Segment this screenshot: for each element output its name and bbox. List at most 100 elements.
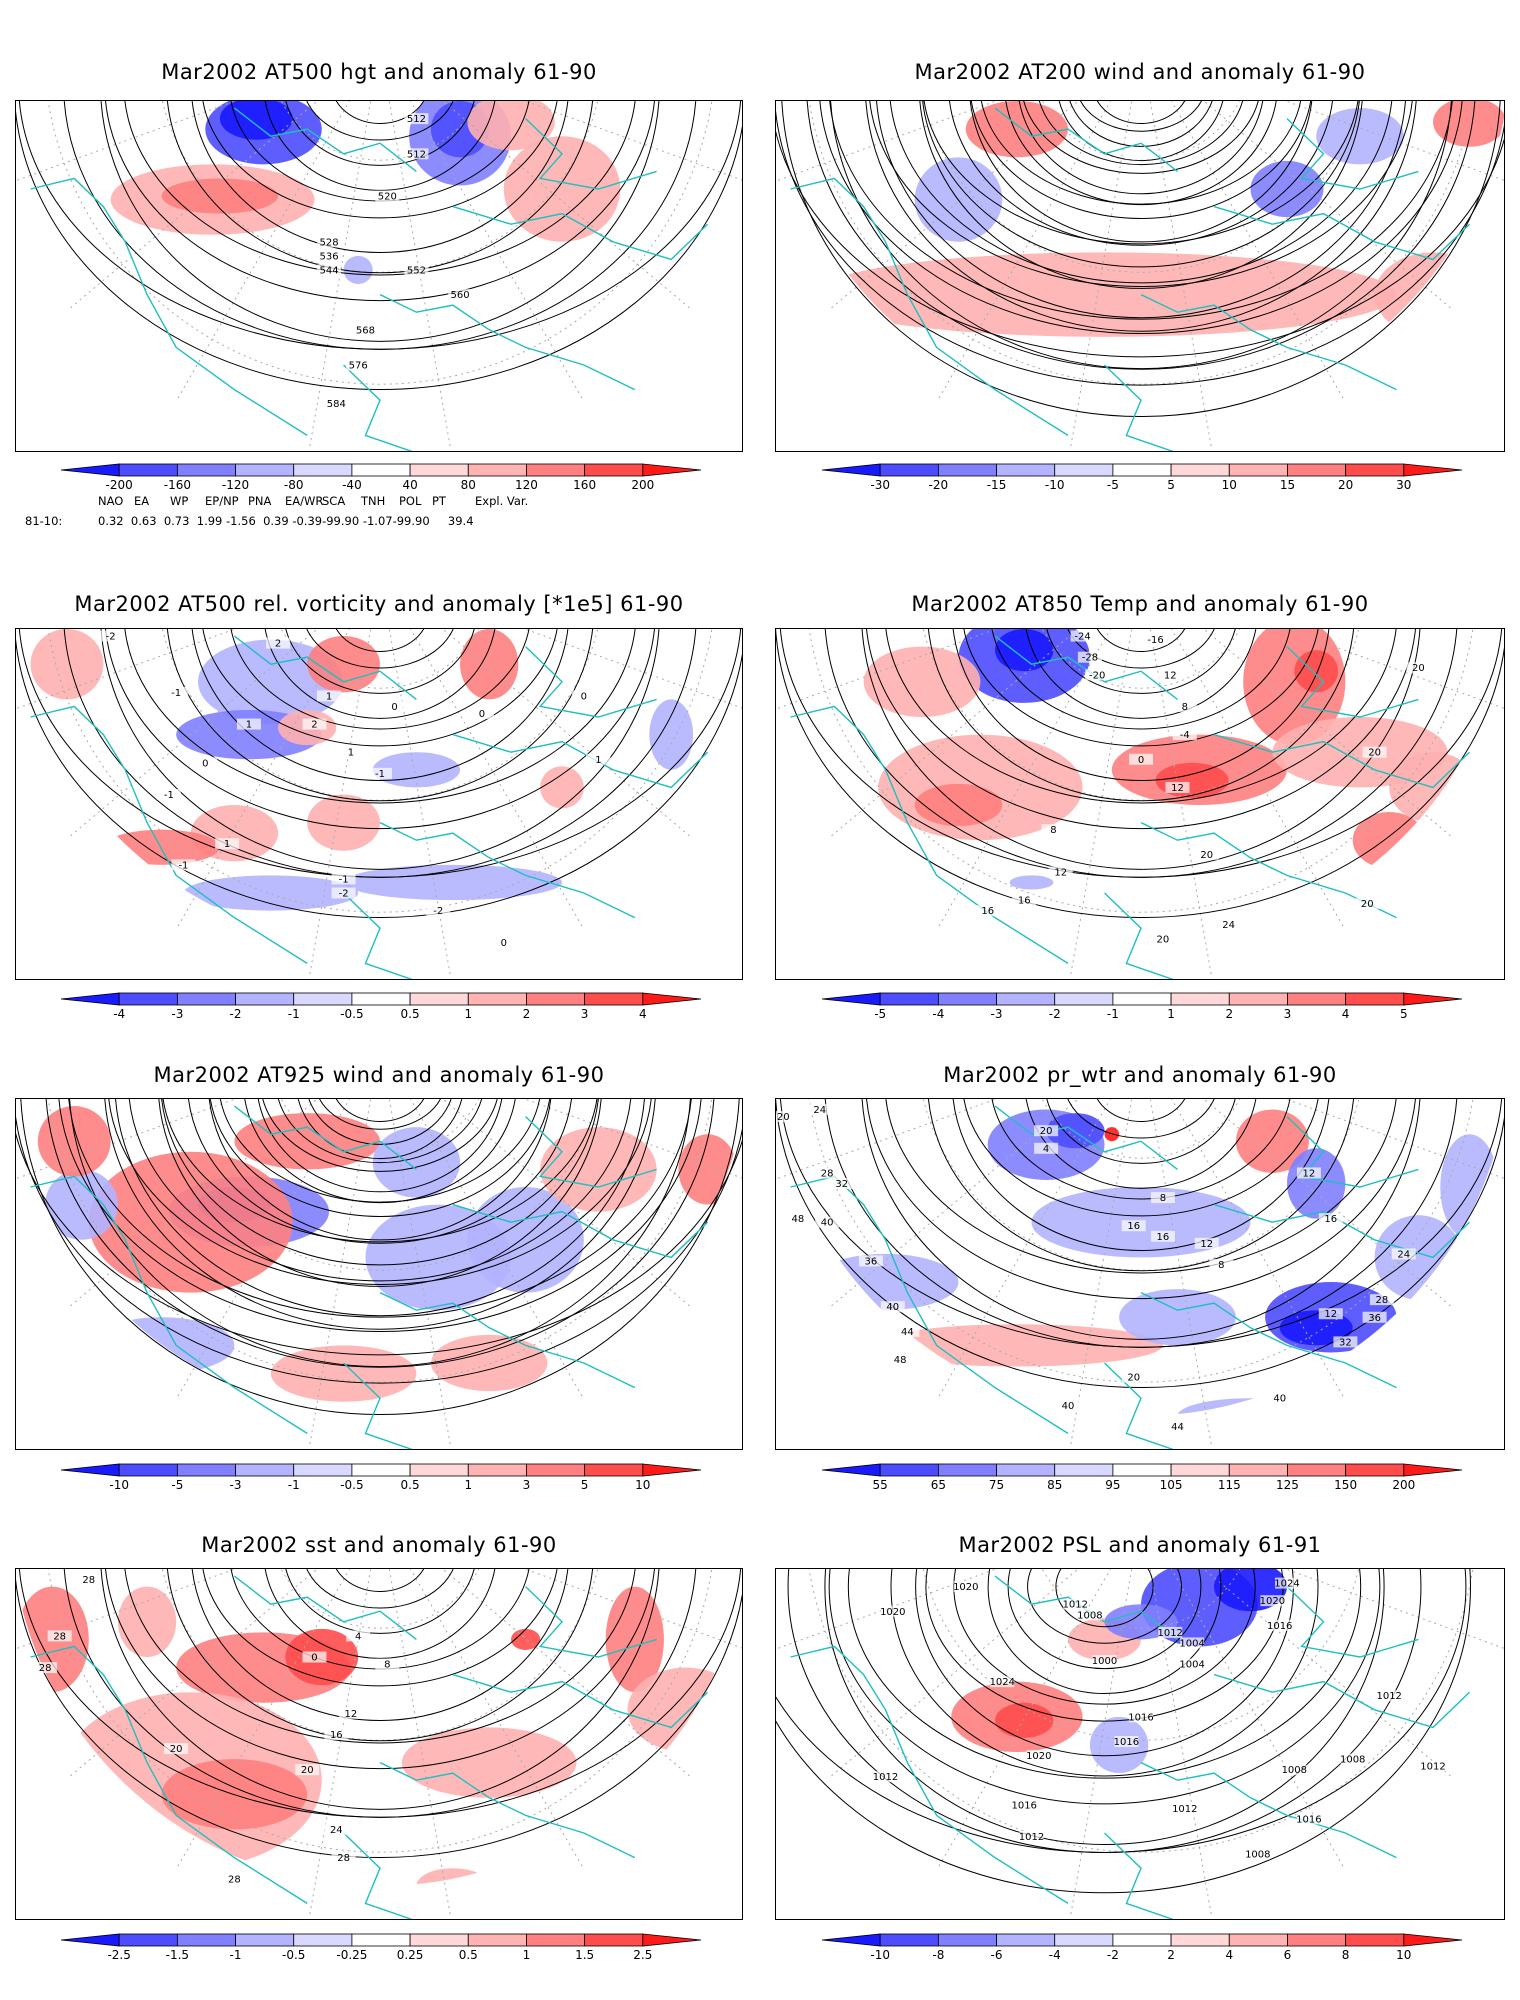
- contour-label-bg: [1121, 1220, 1146, 1232]
- anomaly-shade: [863, 646, 981, 717]
- contour-label: -1: [171, 688, 181, 699]
- contour-label-bg: [1296, 1167, 1321, 1179]
- contour-label-bg: [426, 905, 451, 917]
- colorbar-segment: [1170, 992, 1230, 1006]
- hemisphere-mask: [16, 101, 742, 451]
- contour-label-bg: [1056, 1399, 1080, 1411]
- contour-line: [987, 1569, 1222, 1695]
- contour-label-bg: [266, 637, 291, 649]
- colorbar-tick-label: -15: [986, 478, 1007, 492]
- colorbar-segment: [293, 992, 353, 1006]
- contour-line: [1055, 1569, 1154, 1628]
- contour-label-bg: [1172, 1802, 1197, 1814]
- contour-line: [927, 629, 1355, 802]
- colorbar-segment: [1054, 1463, 1114, 1477]
- colorbar-segment: [879, 1463, 939, 1477]
- contour-label: -28: [1082, 653, 1098, 664]
- contour-line: [20, 1099, 740, 1415]
- contour-label: 1016: [1128, 1712, 1153, 1723]
- contour-label: 16: [1018, 896, 1031, 907]
- map-frame: 512 512 520 528 536 544 552 560 568 576 584: [15, 100, 743, 452]
- anomaly-shade: [1287, 1148, 1346, 1219]
- contour-line: [219, 1099, 541, 1203]
- contour-label: 0: [391, 702, 397, 713]
- map-svg: -24 -16 -28 -20 12 8 -4 20 20 0 12 8 12 16 20 24 20 20 16: [776, 629, 1504, 979]
- contour-line: [963, 629, 1319, 747]
- meridian-line: [176, 1099, 351, 1399]
- map-frame: -24 -16 -28 -20 12 8 -4 20 20 0 12 8 12 16 20 24 20 20 16: [775, 628, 1505, 980]
- coastline: [30, 1645, 308, 1904]
- index-row-label: 81-10:: [25, 514, 63, 528]
- meridian-line: [442, 629, 692, 838]
- contour-line: [16, 1578, 742, 1858]
- contour-label-bg: [1260, 1595, 1285, 1607]
- contour-label: 16: [1127, 1221, 1140, 1232]
- contour-label: 20: [170, 1744, 183, 1755]
- meridian-line: [176, 101, 351, 401]
- anomaly-shade: [812, 252, 1397, 337]
- contour-label: 0: [311, 1653, 317, 1664]
- contour-line: [829, 101, 1453, 320]
- colorbar-segment: [1228, 992, 1288, 1006]
- colorbar-tick-label: 115: [1217, 1478, 1241, 1492]
- colorbar-segment: [1112, 1463, 1172, 1477]
- contour-line: [1067, 1099, 1215, 1139]
- colorbar-tick-label: -1.5: [165, 1948, 190, 1962]
- contour-label: 568: [356, 325, 375, 336]
- contour-label: 4: [355, 1631, 361, 1642]
- contour-line: [869, 101, 1413, 287]
- contour-label: 1020: [953, 1582, 978, 1593]
- contour-label-bg: [1114, 1736, 1139, 1747]
- contour-label-bg: [1070, 630, 1095, 642]
- colorbar-segment: [584, 992, 644, 1006]
- contour-label-bg: [1150, 1230, 1175, 1242]
- contour-line: [824, 1569, 1385, 1845]
- contour-label-bg: [1267, 1392, 1292, 1404]
- colorbar-segment: [879, 463, 939, 477]
- colorbar-tick-label: 0.25: [396, 1948, 424, 1962]
- coastline: [30, 1175, 308, 1434]
- anomaly-shade: [995, 1702, 1054, 1738]
- map-svg: [16, 1099, 742, 1449]
- colorbar-segment: [1345, 992, 1405, 1006]
- contour-label: 28: [53, 1631, 66, 1642]
- contour-label: -1: [164, 790, 174, 801]
- contour-label-bg: [1150, 933, 1175, 945]
- index-header: PNA: [248, 494, 272, 508]
- colorbar-arrow-left: [60, 1933, 120, 1947]
- contour-label: 1: [224, 839, 230, 850]
- index-header: EA/WR: [285, 494, 324, 508]
- map-frame: -2 2 2 -1 1 1 0 0 0 1 -1 1 0 -1 1 -1 -1 -2 -2 0: [15, 628, 743, 980]
- anomaly-shade: [965, 101, 1068, 158]
- contour-line: [166, 1569, 594, 1742]
- contour-line: [264, 1569, 496, 1659]
- colorbar-segment: [1170, 463, 1230, 477]
- index-header: SCA: [322, 494, 346, 508]
- colorbar-segment: [176, 992, 236, 1006]
- coastline: [1140, 1291, 1397, 1389]
- contour-label: 1024: [990, 1677, 1015, 1688]
- colorbar-tick-label: -30: [870, 478, 890, 492]
- colorbar-segment: [1345, 1933, 1405, 1947]
- contour-label: 1008: [1245, 1850, 1270, 1861]
- colorbar-segment: [235, 992, 295, 1006]
- coastline: [30, 705, 308, 964]
- anomaly-shade: [605, 1586, 664, 1693]
- colorbar-arrow-right: [642, 992, 702, 1006]
- colorbar-tick-label: 150: [1334, 1478, 1358, 1492]
- colorbar-tick-label: 85: [1047, 1478, 1063, 1492]
- colorbar-tick-label: 80: [460, 478, 476, 492]
- colorbar-container: [812, 1932, 1472, 1958]
- map-frame: [775, 100, 1505, 452]
- contour-label-bg: [1034, 1125, 1059, 1137]
- colorbar-segment: [1170, 1463, 1230, 1477]
- contour-line: [128, 1099, 632, 1282]
- panel-title: Mar2002 AT925 wind and anomaly 61-90: [153, 1063, 605, 1087]
- contour-label-bg: [1296, 1813, 1321, 1825]
- colorbar-tick-label: 4: [638, 1007, 647, 1021]
- colorbar-arrow-right: [642, 1463, 702, 1477]
- contour-label-bg: [171, 859, 196, 871]
- contour-label-bg: [1077, 1609, 1102, 1621]
- contour-label: 1012: [1157, 1628, 1182, 1639]
- contour-line: [16, 110, 742, 390]
